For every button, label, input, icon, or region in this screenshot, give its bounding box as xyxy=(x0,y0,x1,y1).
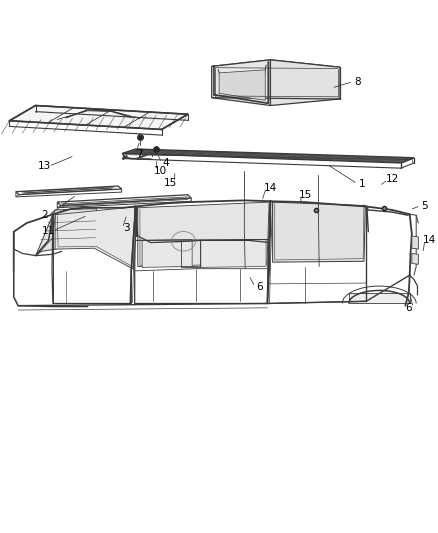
Polygon shape xyxy=(212,60,270,106)
Polygon shape xyxy=(212,60,340,74)
Polygon shape xyxy=(201,239,266,268)
Polygon shape xyxy=(138,202,269,266)
Text: 1: 1 xyxy=(358,179,365,189)
Text: 11: 11 xyxy=(42,226,55,236)
Text: 3: 3 xyxy=(124,223,130,233)
Polygon shape xyxy=(57,195,191,206)
Text: 12: 12 xyxy=(385,174,399,184)
Polygon shape xyxy=(36,208,96,254)
Text: 14: 14 xyxy=(264,183,277,193)
Polygon shape xyxy=(123,149,414,163)
Text: 14: 14 xyxy=(423,236,436,245)
Text: 5: 5 xyxy=(422,200,428,211)
Polygon shape xyxy=(349,293,410,303)
Text: 4: 4 xyxy=(162,158,170,168)
Text: 6: 6 xyxy=(256,282,263,292)
Polygon shape xyxy=(9,106,188,130)
Text: 7: 7 xyxy=(137,149,143,159)
Polygon shape xyxy=(142,239,192,268)
Polygon shape xyxy=(270,60,340,106)
Text: 8: 8 xyxy=(354,77,361,86)
Polygon shape xyxy=(219,70,265,100)
Polygon shape xyxy=(272,202,365,262)
Text: 13: 13 xyxy=(38,161,51,172)
Text: 6: 6 xyxy=(406,303,412,313)
Polygon shape xyxy=(55,207,135,269)
Polygon shape xyxy=(16,186,122,195)
Text: 15: 15 xyxy=(299,190,312,200)
Text: 10: 10 xyxy=(154,166,167,176)
Polygon shape xyxy=(412,236,418,249)
Text: 15: 15 xyxy=(164,177,177,188)
Text: 2: 2 xyxy=(41,210,47,220)
Polygon shape xyxy=(412,254,418,264)
